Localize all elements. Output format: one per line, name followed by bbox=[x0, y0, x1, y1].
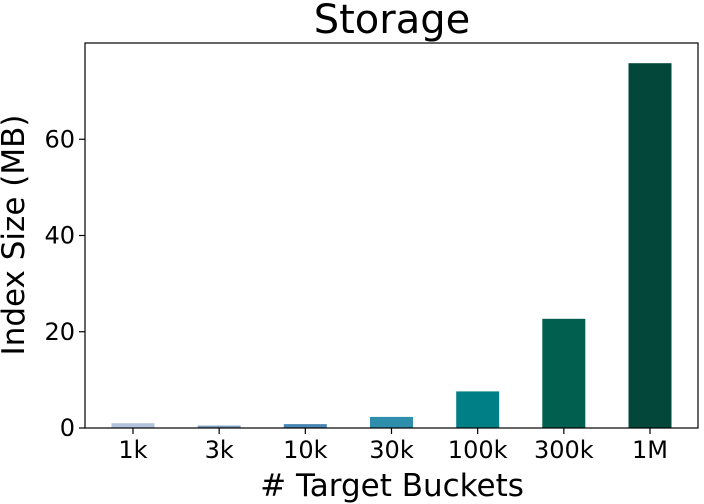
bar-3k bbox=[197, 425, 241, 428]
x-tick-label-30k: 30k bbox=[369, 436, 414, 464]
x-tick-label-3k: 3k bbox=[205, 436, 234, 464]
bar-30k bbox=[370, 416, 413, 428]
y-tick-label-0: 0 bbox=[60, 414, 75, 442]
chart-title: Storage bbox=[314, 0, 471, 43]
plot-frame bbox=[84, 42, 699, 429]
bar-10k bbox=[283, 424, 327, 428]
bars-group bbox=[111, 63, 672, 428]
bar-300k bbox=[542, 318, 586, 428]
x-tick-label-10k: 10k bbox=[283, 436, 328, 464]
bar-1k bbox=[111, 423, 155, 428]
x-tick-label-1k: 1k bbox=[118, 436, 147, 464]
y-axis-label: Index Size (MB) bbox=[0, 115, 32, 356]
y-tick-label-60: 60 bbox=[44, 125, 75, 153]
y-tick-label-20: 20 bbox=[44, 318, 75, 346]
x-axis-ticks: 1k 3k 10k 30k 100k 300k 1M bbox=[118, 428, 668, 464]
x-tick-label-1M: 1M bbox=[632, 436, 668, 464]
x-tick-label-300k: 300k bbox=[534, 436, 594, 464]
x-axis-label: # Target Buckets bbox=[260, 468, 524, 504]
y-tick-label-40: 40 bbox=[44, 222, 75, 250]
bar-1M bbox=[628, 63, 672, 428]
bar-100k bbox=[456, 391, 500, 428]
y-axis-ticks: 0 20 40 60 bbox=[44, 125, 85, 442]
x-tick-label-100k: 100k bbox=[448, 436, 508, 464]
